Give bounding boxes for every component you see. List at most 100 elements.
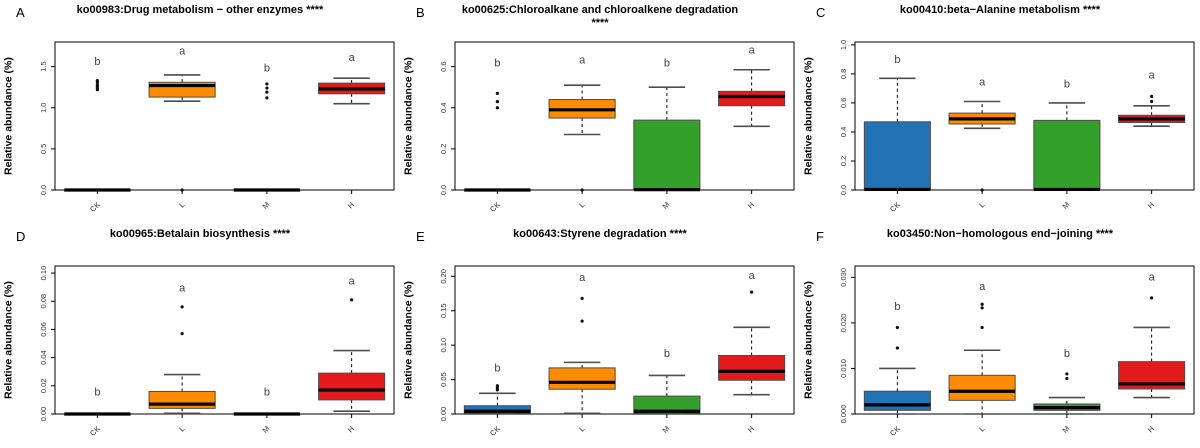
svg-text:a: a <box>979 281 986 293</box>
svg-text:b: b <box>264 63 270 75</box>
box-L: a <box>548 272 616 415</box>
svg-text:b: b <box>264 387 270 399</box>
box-L: a <box>948 77 1016 192</box>
y-tick-label: 0.20 <box>439 269 448 284</box>
x-category-label: H <box>746 424 756 434</box>
boxplot-svg-c: 0.0 0.2 0.4 0.6 0.8 1.0 b CK a Lb Ma H <box>839 40 1195 214</box>
plot-border <box>854 41 1195 191</box>
y-tick-label: 0.6 <box>439 61 448 71</box>
x-category-label: H <box>746 200 756 210</box>
panel-title-c: ko00410:beta−Alanine metabolism **** <box>899 4 1101 16</box>
box-CK: b <box>863 301 931 415</box>
plot-border <box>54 41 395 191</box>
y-tick-label: 0.0 <box>839 185 848 195</box>
panel-c: C ko00410:beta−Alanine metabolism **** R… <box>800 0 1200 224</box>
y-axis-label-a: Relative abundance (%) <box>2 57 15 175</box>
boxplot-svg-f: 0.000 0.010 0.020 0.030 b CK a Lb Ma H <box>839 265 1195 438</box>
box-CK: b <box>463 58 531 192</box>
svg-text:a: a <box>579 272 586 284</box>
y-tick-label: 0.15 <box>439 303 448 318</box>
panel-letter-a: A <box>16 5 25 20</box>
x-category-label: CK <box>88 200 102 214</box>
panel-b: B ko00625:Chloroalkane and chloroalkene … <box>400 0 800 224</box>
svg-text:a: a <box>1149 272 1156 284</box>
x-category-label: CK <box>488 424 502 438</box>
panel-title-a: ko00983:Drug metabolism − other enzymes … <box>76 4 324 16</box>
box-M: b <box>1033 79 1101 192</box>
x-category-label: M <box>661 200 672 211</box>
boxplot-svg-e: 0.00 0.05 0.10 0.15 0.20 b CK a Lb Ma H <box>439 265 795 438</box>
x-category-label: CK <box>488 200 502 214</box>
box-H: a <box>318 52 386 105</box>
x-category-label: L <box>177 200 186 209</box>
y-tick-label: 0.2 <box>839 156 848 166</box>
svg-text:a: a <box>349 52 356 64</box>
x-category-label: H <box>346 424 356 434</box>
svg-text:a: a <box>749 44 756 56</box>
panel-f: F ko03450:Non−homologous end−joining ***… <box>800 224 1200 448</box>
box-M: b <box>233 387 301 416</box>
panel-title-d: ko00965:Betalain biosynthesis **** <box>109 228 291 240</box>
boxplot-svg-a: 0.0 0.5 1.0 1.5 b CK a Lb Ma H <box>39 41 395 214</box>
y-tick-label: 0.10 <box>39 266 48 281</box>
box-L: a <box>548 55 616 192</box>
y-tick-label: 0.04 <box>39 350 48 365</box>
box-L: a <box>148 282 216 415</box>
y-axis-label-d: Relative abundance (%) <box>2 281 15 399</box>
boxplot-svg-b: 0.0 0.2 0.4 0.6 b CK a Lb Ma H <box>439 41 795 214</box>
plot-border <box>54 265 395 415</box>
x-category-label: M <box>261 424 272 435</box>
svg-text:b: b <box>894 54 900 66</box>
y-tick-label: 0.00 <box>439 407 448 422</box>
svg-text:a: a <box>1149 69 1156 81</box>
y-tick-label: 0.4 <box>439 103 448 113</box>
svg-text:b: b <box>94 56 100 68</box>
panel-e: E ko00643:Styrene degradation **** Relat… <box>400 224 800 448</box>
panel-a: A ko00983:Drug metabolism − other enzyme… <box>0 0 400 224</box>
y-axis-label-f: Relative abundance (%) <box>802 281 815 399</box>
x-category-label: H <box>1146 200 1156 210</box>
x-category-label: M <box>1061 424 1072 435</box>
y-tick-label: 0.08 <box>39 294 48 309</box>
box-L: a <box>148 45 216 192</box>
x-category-label: M <box>661 424 672 435</box>
svg-text:a: a <box>749 270 756 282</box>
svg-text:a: a <box>579 55 586 67</box>
plot-border <box>454 41 795 191</box>
y-tick-label: 0.0 <box>439 185 448 195</box>
x-category-label: CK <box>888 200 902 214</box>
panel-title-e: ko00643:Styrene degradation **** <box>513 228 687 240</box>
y-tick-label: 0.020 <box>839 314 848 333</box>
y-tick-label: 0.010 <box>839 359 848 378</box>
x-category-label: L <box>977 424 986 433</box>
panel-letter-e: E <box>416 229 425 244</box>
y-tick-label: 1.5 <box>39 61 48 71</box>
y-axis-label-b: Relative abundance (%) <box>402 57 415 175</box>
boxplot-svg-d: 0.00 0.02 0.04 0.06 0.08 0.10 b CK a Lb Ma H <box>39 265 395 438</box>
x-category-label: L <box>977 200 986 209</box>
box-M: b <box>633 58 701 192</box>
x-category-label: M <box>1061 200 1072 211</box>
panel-letter-d: D <box>16 229 26 244</box>
x-category-label: H <box>346 200 356 210</box>
panel-title-f: ko03450:Non−homologous end−joining **** <box>886 228 1114 240</box>
y-tick-label: 0.00 <box>39 407 48 422</box>
box-CK: b <box>63 56 131 192</box>
box-M: b <box>1033 348 1101 415</box>
box-M: b <box>633 348 701 415</box>
y-tick-label: 0.05 <box>439 372 448 387</box>
y-tick-label: 0.06 <box>39 322 48 337</box>
svg-text:b: b <box>494 58 500 70</box>
svg-text:a: a <box>179 282 186 294</box>
box-CK: b <box>463 362 531 415</box>
svg-text:b: b <box>894 301 900 313</box>
y-tick-label: 0.10 <box>439 338 448 353</box>
x-category-label: L <box>577 200 586 209</box>
plot-border <box>454 265 795 415</box>
x-category-label: M <box>261 200 272 211</box>
x-category-label: L <box>577 424 586 433</box>
panel-letter-f: F <box>816 229 824 244</box>
box-L: a <box>948 281 1016 415</box>
panel-d: D ko00965:Betalain biosynthesis **** Rel… <box>0 224 400 448</box>
